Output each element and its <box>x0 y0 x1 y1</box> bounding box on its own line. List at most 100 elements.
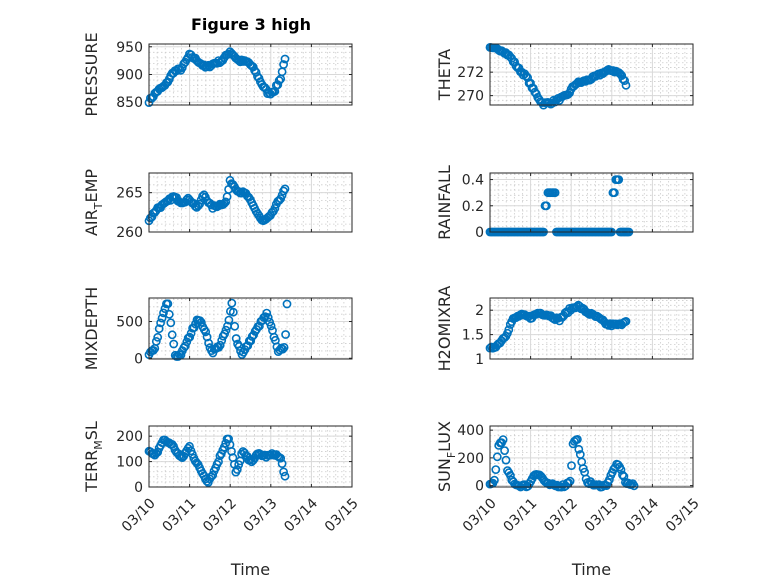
x-tick-label: 03/10 <box>119 495 159 535</box>
data-point <box>185 441 194 451</box>
data-point <box>151 336 161 346</box>
data-point <box>276 453 286 463</box>
data-point <box>221 197 231 207</box>
y-tick-label: 200 <box>457 451 484 467</box>
axes-background <box>489 297 694 360</box>
data-point <box>266 321 276 331</box>
figure-title: Figure 3 high <box>191 15 311 34</box>
data-point <box>279 467 288 477</box>
data-point <box>167 330 177 340</box>
data-point <box>564 478 573 488</box>
y-axis-label: THETA <box>435 49 454 101</box>
axes-box <box>489 43 694 106</box>
data-point <box>232 465 242 474</box>
subplot-air-temp: 260 265 AIRTEMP <box>82 169 353 241</box>
subplot-pressure: 850 900 950 PRESSURE <box>82 32 353 117</box>
data-point <box>224 315 234 325</box>
data-point <box>281 330 290 339</box>
y-tick-label: 0 <box>134 351 143 367</box>
data-point <box>227 298 237 308</box>
y-axis-label: PRESSURE <box>82 32 101 116</box>
data-point <box>195 199 204 209</box>
data-point <box>278 344 288 354</box>
data-point <box>163 299 173 309</box>
axes-box <box>148 297 353 360</box>
x-tick-label: 03/15 <box>663 495 703 535</box>
x-tick-label: 03/12 <box>541 495 581 535</box>
data-point <box>166 318 176 328</box>
axes-background <box>489 172 694 233</box>
data-point <box>185 332 195 342</box>
y-tick-label: 100 <box>116 455 143 471</box>
data-point <box>263 313 273 322</box>
data-point <box>196 317 206 327</box>
data-point <box>565 476 575 486</box>
y-tick-label: 850 <box>116 95 143 111</box>
x-tick-label: 03/14 <box>281 495 321 535</box>
axes-box <box>148 425 353 488</box>
data-point <box>204 338 213 348</box>
y-tick-label: 0 <box>475 479 484 495</box>
y-tick-label: 500 <box>116 315 143 331</box>
data-point <box>491 465 501 474</box>
data-point <box>180 341 190 351</box>
data-point <box>224 434 233 444</box>
subplot-sun-flux: 0 200 400 03/10 03/11 03/12 03/13 03/14 03/15 Tim… <box>435 421 703 579</box>
data-point <box>280 471 290 481</box>
data-point <box>629 481 639 491</box>
y-tick-label: 0.2 <box>462 199 484 215</box>
x-tick-label: 03/15 <box>322 495 362 535</box>
data-point <box>214 457 223 467</box>
data-point <box>156 318 165 328</box>
y-tick-label: 260 <box>116 225 143 241</box>
data-point <box>201 327 211 337</box>
data-point <box>618 470 627 480</box>
axes-box <box>489 425 694 488</box>
data-point <box>279 60 288 69</box>
data-point <box>221 325 231 335</box>
y-tick-label: 265 <box>116 186 143 202</box>
data-point <box>567 461 576 470</box>
data-point <box>230 321 240 331</box>
axes-box <box>489 172 694 233</box>
data-point <box>208 470 218 480</box>
y-axis-label: H2OMIXRA <box>435 286 454 372</box>
y-tick-label: 2 <box>475 303 484 319</box>
data-point <box>492 452 502 462</box>
y-tick-label: 400 <box>457 423 484 439</box>
data-point <box>610 188 619 198</box>
data-point <box>504 325 514 335</box>
x-tick-label: 03/13 <box>582 495 622 535</box>
y-tick-label: 950 <box>116 40 143 56</box>
data-point <box>620 76 629 85</box>
y-axis-label: SUNFLUX <box>435 421 458 492</box>
x-axis-label: Time <box>571 560 611 579</box>
y-axis-label: AIRTEMP <box>82 169 105 236</box>
x-tick-label: 03/10 <box>460 495 500 535</box>
x-tick-label: 03/11 <box>501 495 541 535</box>
y-tick-label: 200 <box>116 429 143 445</box>
data-point <box>153 332 163 342</box>
data-point <box>500 446 509 455</box>
data-point <box>498 435 508 444</box>
data-point <box>279 342 289 352</box>
data-point <box>277 459 287 468</box>
y-tick-label: 0 <box>475 225 484 241</box>
data-point <box>489 475 499 485</box>
data-point <box>521 71 531 81</box>
y-tick-label: 272 <box>457 65 484 81</box>
y-axis-label: TERRMSL <box>82 421 105 493</box>
axes-box <box>148 172 353 233</box>
data-point <box>280 54 290 64</box>
data-point <box>202 332 212 342</box>
y-tick-label: 900 <box>116 68 143 84</box>
subplot-rainfall: 0 0.2 0.4 RAINFALL <box>435 165 694 241</box>
data-point <box>501 455 511 465</box>
y-tick-label: 1 <box>475 352 484 368</box>
data-point <box>573 434 582 444</box>
data-point <box>159 308 168 318</box>
data-point <box>262 308 272 318</box>
data-point <box>154 324 164 334</box>
